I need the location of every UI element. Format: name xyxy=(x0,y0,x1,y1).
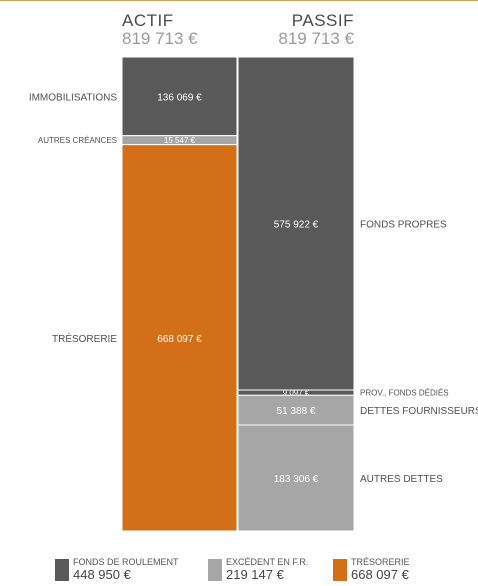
bar-value-label: 51 388 € xyxy=(277,406,316,417)
legend-swatch xyxy=(333,559,347,581)
segment-category-label: TRÉSORERIE xyxy=(52,332,117,345)
legend-value: 668 097 € xyxy=(351,567,409,582)
bar-segment-dettes-fournisseurs xyxy=(237,394,355,426)
segment-category-label: IMMOBILISATIONS xyxy=(29,92,117,103)
legend-value: 219 147 € xyxy=(226,567,284,582)
passif-title: PASSIF xyxy=(291,11,354,30)
legend-swatch xyxy=(55,559,69,581)
segment-category-label: AUTRES CRÉANCES xyxy=(38,136,117,145)
bar-value-label: 9 097 € xyxy=(283,389,310,398)
bar-value-label: 136 069 € xyxy=(157,92,202,103)
passif-header: PASSIF 819 713 € xyxy=(237,12,354,48)
bar-segment-tresorerie xyxy=(121,144,238,532)
legend-value: 448 950 € xyxy=(73,567,131,582)
actif-title: ACTIF xyxy=(122,11,174,30)
bar-value-label: 183 306 € xyxy=(274,474,319,485)
bar-value-label: 15 547 € xyxy=(164,136,196,145)
actif-total: 819 713 € xyxy=(122,28,198,48)
segment-category-label: PROV., FONDS DÉDIÉS xyxy=(360,389,449,398)
legend-label: FONDS DE ROULEMENT xyxy=(73,557,179,567)
passif-total: 819 713 € xyxy=(278,28,354,48)
bar-segment-autres-dettes xyxy=(237,424,355,532)
bar-value-label: 668 097 € xyxy=(157,334,202,345)
legend-label: EXCÉDENT EN F.R. xyxy=(226,557,309,567)
legend-label: TRÉSORERIE xyxy=(351,557,410,567)
top-rule xyxy=(0,0,478,1)
bar-value-label: 575 922 € xyxy=(274,220,319,231)
segment-category-label: DETTES FOURNISSEURS xyxy=(360,406,478,417)
legend-swatch xyxy=(208,559,222,581)
segment-category-label: AUTRES DETTES xyxy=(360,474,443,485)
bar-segment-fonds-propres xyxy=(237,56,355,391)
segment-category-label: FONDS PROPRES xyxy=(360,220,447,231)
actif-header: ACTIF 819 713 € xyxy=(122,12,198,48)
